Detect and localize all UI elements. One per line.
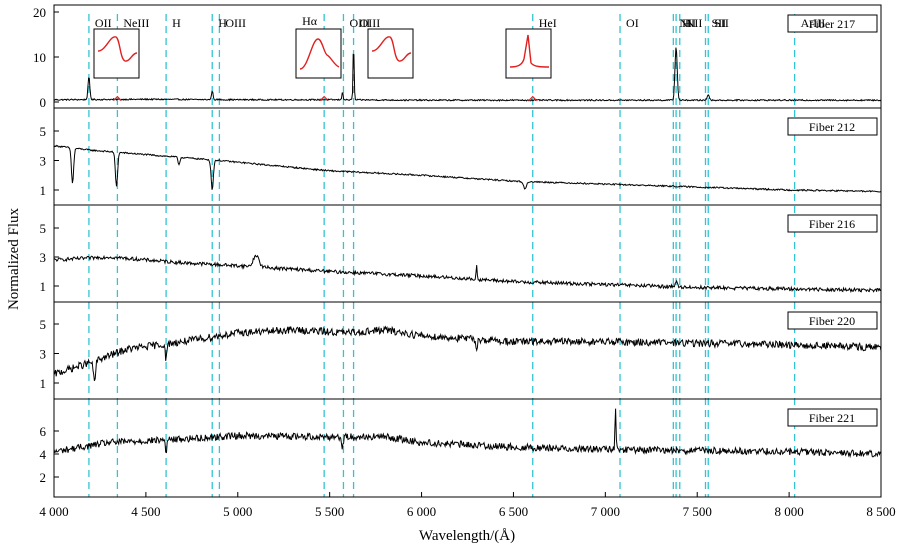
emission-guide-lines [88, 14, 796, 497]
panel-fiber-220: 1 3 5 Fiber 220 [40, 301, 882, 400]
y-tick-label: 3 [40, 347, 47, 362]
fiber-label-box [787, 14, 878, 33]
y-tick-label: 1 [40, 376, 47, 391]
x-tick-label: 5 500 [315, 504, 344, 519]
line-label-10: NII [679, 16, 696, 30]
x-tick-label: 8 000 [774, 504, 803, 519]
inset-frame [93, 28, 140, 79]
inset-profile-curve [371, 36, 412, 62]
fiber-label: Fiber 220 [809, 314, 855, 328]
fiber-label-box [787, 408, 878, 427]
fiber-label-box [787, 311, 878, 330]
y-axis-title: Normalized Flux [6, 207, 22, 310]
x-tick-label: 4 000 [39, 504, 68, 519]
line-profile-insets [93, 28, 552, 79]
y-tick-label: 10 [33, 50, 46, 65]
y-tick-label: 5 [40, 124, 47, 139]
line-label-1: NeIII [123, 16, 149, 30]
y-tick-label: 3 [40, 250, 47, 265]
x-tick-label: 6 500 [499, 504, 528, 519]
x-tick-label: 4 500 [131, 504, 160, 519]
inset-oiii-profile [367, 28, 414, 79]
fiber-label: Fiber 216 [809, 217, 855, 231]
spectrum-line [53, 144, 882, 193]
spectrum-line [53, 408, 882, 459]
fiber-label-box [787, 214, 878, 233]
x-tick-label: 5 000 [223, 504, 252, 519]
y-tick-label: 0 [40, 95, 47, 110]
x-axis-title: Wavelength/(Å) [419, 528, 515, 544]
line-label-15: ArIII [801, 16, 826, 30]
panel-frame [53, 204, 882, 303]
inset-frame [367, 28, 414, 79]
profile-marker [528, 95, 538, 102]
spectrum-panels: 0 10 20 Fiber 217 1 3 5 Fiber 212 1 3 5 Fiber 216 1 3… [33, 4, 882, 498]
y-tick-label: 5 [40, 317, 47, 332]
inset-halpha-profile [295, 28, 342, 79]
line-label-13: SII [711, 16, 726, 30]
inset-hei-profile [505, 28, 552, 79]
inset-profile-curve [299, 38, 340, 70]
line-label-8: HeI [539, 16, 557, 30]
inset-frame [295, 28, 342, 79]
line-label-0: OII [95, 16, 112, 30]
panel-fiber-216: 1 3 5 Fiber 216 [40, 204, 882, 303]
profile-marker [319, 95, 329, 102]
x-axis: 4 000 4 500 5 000 5 500 6 000 6 500 7 000 7 500… [39, 492, 896, 519]
fiber-label: Fiber 217 [809, 17, 855, 31]
y-tick-label: 1 [40, 183, 47, 198]
y-tick-label: 1 [40, 279, 47, 294]
fiber-label: Fiber 221 [809, 411, 855, 425]
line-label-9: OI [626, 16, 639, 30]
line-label-7: OIII [360, 16, 381, 30]
fiber-label: Fiber 212 [809, 120, 855, 134]
spectrum-line [53, 47, 882, 102]
line-label-2: H [172, 16, 181, 30]
spectrum-line [53, 254, 882, 294]
y-tick-label: 3 [40, 154, 47, 169]
x-tick-label: 6 000 [407, 504, 436, 519]
inset-profile-curve [97, 36, 138, 62]
panel-frame [53, 107, 882, 206]
panel-frame [53, 301, 882, 400]
x-tick-label: 8 500 [866, 504, 895, 519]
y-tick-label: 6 [40, 424, 47, 439]
line-label-6: OIII [349, 16, 370, 30]
y-tick-label: 4 [40, 447, 47, 462]
x-tick-label: 7 500 [683, 504, 712, 519]
panel-fiber-212: 1 3 5 Fiber 212 [40, 107, 882, 206]
line-label-5: Hα [302, 14, 318, 28]
profile-marker [112, 95, 122, 102]
inset-profile-curve [509, 34, 550, 68]
line-label-4: OIII [225, 16, 246, 30]
y-tick-label: 5 [40, 221, 47, 236]
spectrum-line [53, 325, 882, 381]
y-tick-label: 20 [33, 5, 46, 20]
panel-fiber-221: 2 4 6 Fiber 221 [40, 398, 882, 498]
fiber-label-box [787, 117, 878, 136]
line-label-3: H [218, 16, 227, 30]
y-tick-label: 2 [40, 470, 47, 485]
panel-fiber-217: 0 10 20 Fiber 217 [33, 4, 882, 110]
line-label-11: H [682, 16, 691, 30]
inset-oii-profile [93, 28, 140, 79]
line-label-14: SII [714, 16, 729, 30]
panel-frame [53, 398, 882, 498]
x-tick-label: 7 000 [591, 504, 620, 519]
line-label-12: NII [686, 16, 703, 30]
